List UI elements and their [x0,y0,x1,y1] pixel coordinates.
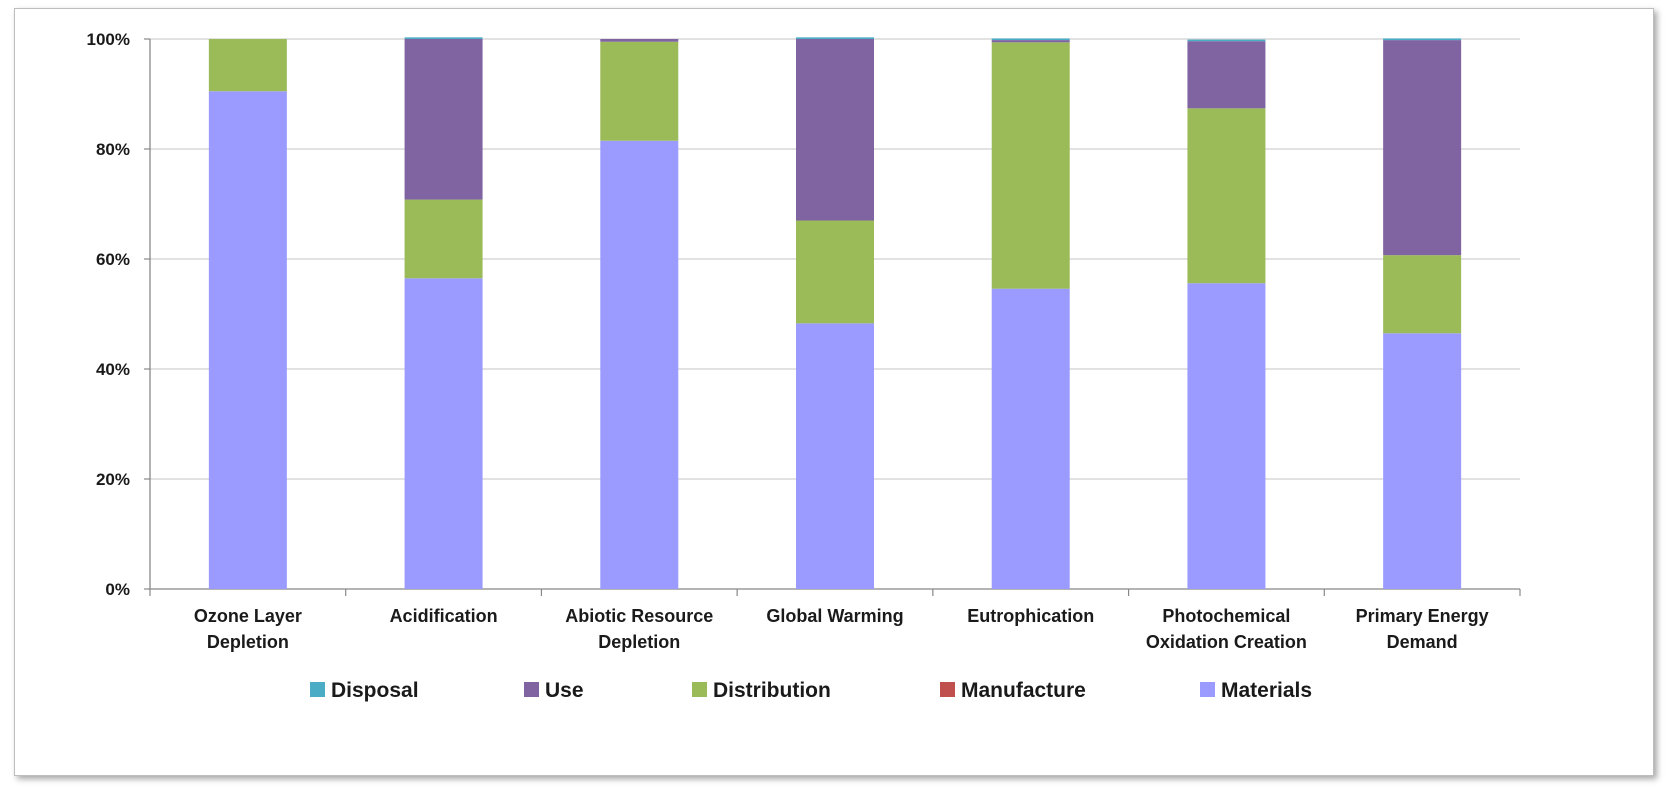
bar-distribution-primary-energy-demand [1383,255,1462,334]
legend-label-manufacture: Manufacture [961,679,1086,702]
x-category-label: Depletion [207,632,289,652]
y-tick-label: 20% [96,470,130,489]
bar-materials-acidification [404,278,483,589]
legend-label-distribution: Distribution [713,679,831,702]
bar-distribution-acidification [404,199,483,279]
bar-use-primary-energy-demand [1383,40,1462,256]
bar-disposal-primary-energy-demand [1383,38,1462,41]
bar-use-global-warming [796,39,874,221]
bar-materials-photochemical-oxidation-creation [1187,283,1266,589]
legend-swatch-distribution [692,682,707,697]
x-category-label: Global Warming [766,606,903,626]
bar-use-acidification [404,39,483,200]
bar-disposal-photochemical-oxidation-creation [1187,39,1266,42]
x-category-label: Demand [1387,632,1458,652]
bar-distribution-photochemical-oxidation-creation [1187,108,1266,284]
bar-distribution-ozone-layer-depletion [208,39,287,92]
bar-use-eutrophication [991,40,1070,43]
bar-distribution-abiotic-resource-depletion [600,41,679,141]
bar-materials-primary-energy-demand [1383,333,1462,589]
legend-swatch-manufacture [940,682,955,697]
legend-label-disposal: Disposal [331,679,419,702]
bar-materials-ozone-layer-depletion [208,91,287,589]
x-category-label: Photochemical [1162,606,1290,626]
bar-use-abiotic-resource-depletion [600,39,679,42]
bar-materials-global-warming [796,323,874,589]
legend-label-use: Use [545,679,584,702]
x-category-label: Primary Energy [1356,606,1489,626]
x-category-label: Depletion [598,632,680,652]
y-tick-label: 60% [96,250,130,269]
bar-disposal-global-warming [796,37,874,39]
y-tick-label: 0% [105,580,130,599]
x-category-label: Eutrophication [967,606,1094,626]
y-tick-label: 40% [96,360,130,379]
legend-label-materials: Materials [1221,679,1312,702]
legend-swatch-materials [1200,682,1215,697]
bar-distribution-global-warming [796,220,874,324]
bar-materials-abiotic-resource-depletion [600,140,679,589]
legend-swatch-use [524,682,539,697]
x-category-label: Acidification [390,606,498,626]
y-tick-label: 100% [87,30,130,49]
x-category-label: Ozone Layer [194,606,302,626]
bar-materials-eutrophication [991,288,1070,589]
bar-distribution-eutrophication [991,42,1070,289]
x-category-label: Abiotic Resource [565,606,713,626]
x-category-label: Oxidation Creation [1146,632,1307,652]
legend-swatch-disposal [310,682,325,697]
bar-disposal-eutrophication [991,38,1070,41]
y-tick-label: 80% [96,140,130,159]
bar-disposal-acidification [404,37,483,39]
bar-use-photochemical-oxidation-creation [1187,41,1266,109]
